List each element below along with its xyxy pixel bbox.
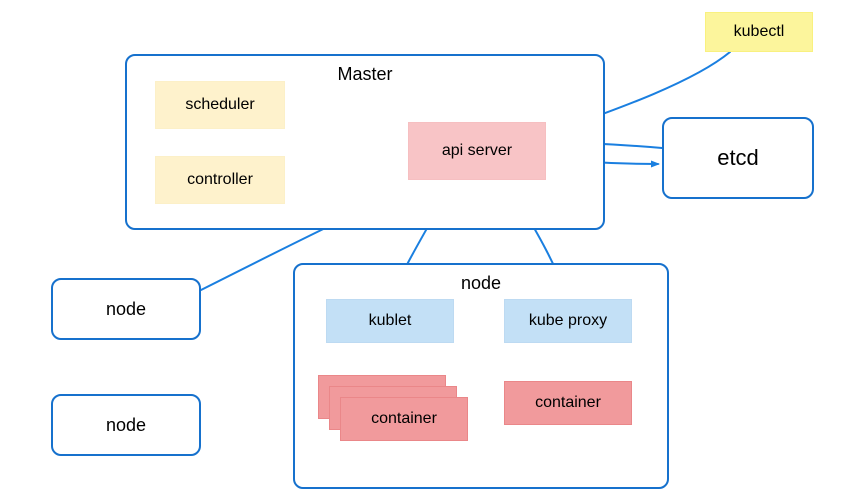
node-controller-label: controller [187,171,253,189]
node-kubectl: kubectl [705,12,813,52]
diagram-stage: Master scheduler controller api server kubec… [0,0,847,500]
node-containerSingle-label: container [535,394,601,412]
node-containerSingle: container [504,381,632,425]
node-node1: node [51,278,201,340]
node-node2-label: node [106,415,146,436]
node-node2: node [51,394,201,456]
node-containerStackFront-label: container [371,410,437,428]
node-kublet-label: kublet [369,312,412,330]
node-kublet: kublet [326,299,454,343]
node-etcd: etcd [662,117,814,199]
node-controller: controller [155,156,285,204]
node-kubectl-label: kubectl [734,23,785,41]
node-node1-label: node [106,299,146,320]
node-nodeBox-label: node [461,273,501,294]
node-etcd-label: etcd [717,145,759,171]
node-kubeproxy: kube proxy [504,299,632,343]
node-apiserver: api server [408,122,546,180]
node-scheduler-label: scheduler [185,96,254,114]
node-scheduler: scheduler [155,81,285,129]
node-kubeproxy-label: kube proxy [529,312,607,330]
node-containerStackFront: container [340,397,468,441]
node-master-label: Master [337,64,392,85]
node-apiserver-label: api server [442,142,512,160]
